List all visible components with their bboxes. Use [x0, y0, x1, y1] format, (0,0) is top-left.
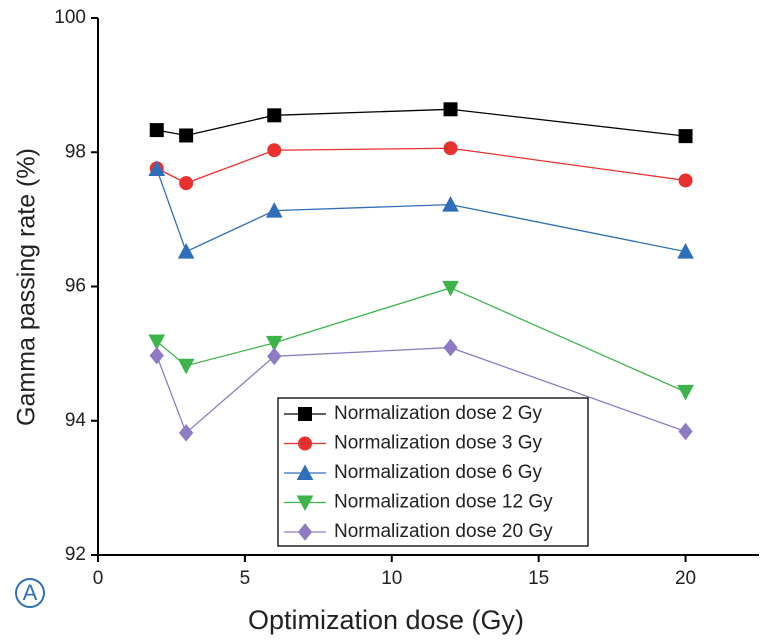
series-line — [156, 168, 686, 253]
x-tick-label: 10 — [381, 568, 402, 589]
x-tick-label: 0 — [93, 568, 104, 589]
legend-label: Normalization dose 6 Gy — [334, 462, 543, 483]
marker — [442, 280, 459, 297]
marker — [677, 243, 694, 259]
marker — [298, 436, 312, 451]
series-line — [156, 147, 686, 184]
marker — [179, 128, 194, 143]
y-tick-label: 98 — [65, 141, 86, 162]
marker — [442, 196, 459, 212]
legend-box — [277, 397, 589, 547]
series-line — [156, 108, 686, 137]
x-tick-label: 20 — [675, 568, 696, 589]
y-tick-label: 94 — [65, 410, 87, 431]
marker — [149, 123, 164, 138]
marker — [296, 495, 314, 512]
x-tick-label: 5 — [240, 568, 251, 589]
marker — [677, 384, 694, 401]
y-axis-label: Gamma passing rate (%) — [13, 148, 41, 426]
marker — [177, 243, 195, 259]
marker — [297, 523, 313, 541]
series-line — [156, 287, 686, 393]
marker — [148, 160, 166, 177]
marker — [177, 358, 195, 375]
y-tick-label: 96 — [65, 276, 86, 297]
marker — [265, 202, 283, 218]
legend-label: Normalization dose 12 Gy — [334, 492, 553, 513]
marker — [443, 102, 458, 117]
marker — [148, 334, 166, 351]
y-tick-label: 92 — [65, 544, 86, 565]
x-tick-label: 15 — [528, 568, 549, 589]
legend-label: Normalization dose 20 Gy — [334, 521, 553, 542]
marker — [178, 424, 194, 442]
panel-label-circle — [15, 578, 45, 608]
marker — [267, 347, 282, 366]
marker — [179, 176, 194, 191]
marker — [678, 173, 693, 188]
panel-label: A — [23, 580, 38, 605]
marker — [149, 346, 164, 365]
marker — [678, 129, 693, 144]
y-tick-label: 100 — [54, 7, 86, 28]
marker — [296, 464, 314, 480]
marker — [265, 335, 283, 352]
marker — [267, 143, 282, 158]
marker — [678, 422, 693, 441]
marker — [298, 407, 312, 421]
x-axis-label: Optimization dose (Gy) — [248, 605, 524, 635]
legend-label: Normalization dose 2 Gy — [334, 403, 543, 424]
legend-label: Normalization dose 3 Gy — [334, 433, 543, 454]
marker — [267, 108, 282, 123]
marker — [443, 141, 458, 156]
marker — [443, 338, 458, 357]
